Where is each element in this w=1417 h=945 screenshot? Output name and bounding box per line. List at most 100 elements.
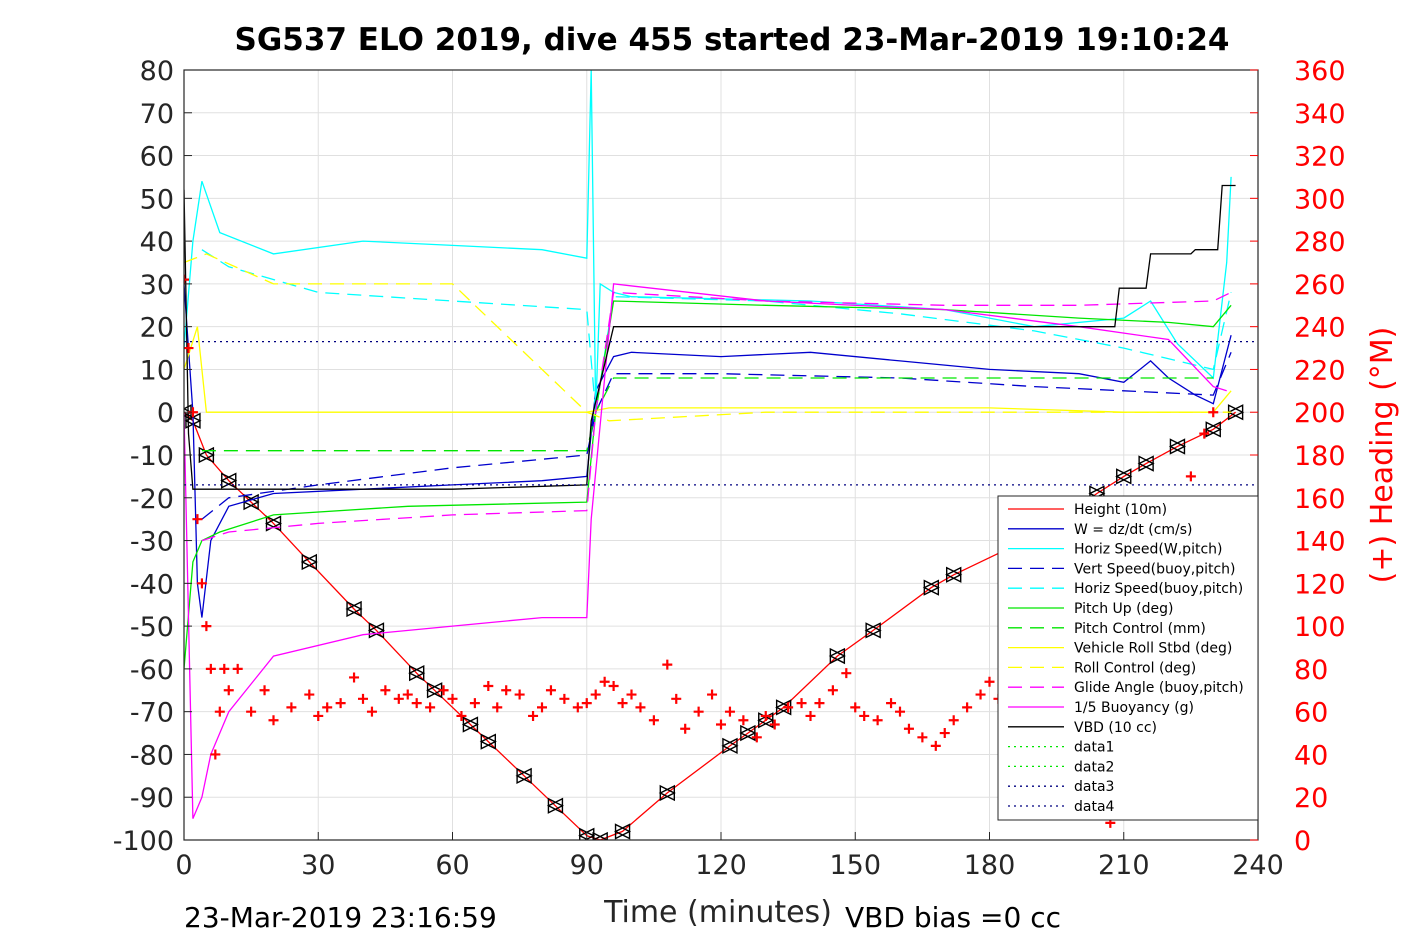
left-y-tick-label: 50 (140, 184, 174, 215)
heading-marker (210, 749, 221, 760)
heading-marker (246, 706, 257, 717)
left-y-tick-label: -100 (113, 826, 174, 857)
height-marker (864, 622, 882, 639)
right-y-tick-label: 200 (1294, 398, 1346, 429)
height-marker (721, 737, 739, 755)
right-y-tick-label: 140 (1294, 527, 1346, 558)
left-y-tick-label: -90 (130, 783, 174, 814)
left-y-tick-label: -30 (130, 527, 174, 558)
left-y-tick-label: 40 (140, 227, 174, 258)
heading-marker (769, 719, 780, 730)
heading-marker (456, 710, 467, 721)
left-y-tick-label: 70 (140, 99, 174, 130)
heading-marker (501, 685, 512, 696)
legend-label: data2 (1074, 759, 1114, 775)
heading-marker (447, 693, 458, 704)
x-tick-label: 120 (695, 850, 747, 881)
heading-marker (469, 698, 480, 709)
right-y-tick-label: 360 (1294, 56, 1346, 87)
heading-marker (948, 715, 959, 726)
height-marker (922, 579, 940, 596)
heading-marker (599, 676, 610, 687)
legend-label: Roll Control (deg) (1074, 660, 1196, 676)
heading-marker (724, 706, 735, 717)
legend-label: data1 (1074, 740, 1114, 756)
heading-marker (796, 698, 807, 709)
height-marker (739, 724, 757, 742)
chart-title: SG537 ELO 2019, dive 455 started 23-Mar-… (235, 22, 1230, 58)
left-y-tick-label: -70 (130, 698, 174, 729)
heading-marker (232, 663, 243, 674)
heading-marker (483, 681, 494, 691)
series-line-roll-control-deg (184, 253, 1232, 422)
height-marker (1137, 455, 1155, 472)
legend: Height (10m) W = dz/dt (cm/s) Horiz Speed(… (997, 495, 1259, 821)
series-line-vehicle-roll-stbd-deg (184, 326, 1232, 413)
heading-marker (872, 715, 883, 726)
right-y-tick-label: 280 (1294, 227, 1346, 258)
heading-marker (205, 663, 216, 674)
right-y-tick-label: 0 (1294, 826, 1311, 857)
heading-marker (716, 719, 726, 730)
x-tick-label: 180 (964, 850, 1016, 881)
heading-marker (895, 706, 905, 717)
left-y-tick-label: -60 (130, 655, 174, 686)
heading-marker (304, 689, 315, 700)
heading-marker (313, 710, 324, 721)
heading-marker (984, 676, 995, 687)
heading-marker (917, 732, 928, 743)
heading-marker (358, 693, 368, 704)
series-line-1-5-buoyancy-g (184, 283, 1227, 819)
heading-marker (707, 689, 718, 700)
heading-marker (1185, 471, 1196, 482)
heading-marker (671, 693, 682, 704)
heading-marker (662, 659, 673, 670)
heading-marker (903, 723, 914, 734)
right-y-tick-label: 80 (1294, 655, 1328, 686)
x-axis-label: Time (minutes) (603, 895, 832, 930)
legend-label: Pitch Control (mm) (1074, 621, 1206, 637)
heading-marker (322, 702, 333, 713)
legend-label: VBD (10 cc) (1074, 720, 1157, 736)
height-marker (264, 515, 283, 532)
heading-marker (962, 702, 973, 713)
left-y-tick-label: 80 (140, 56, 174, 87)
x-tick-label: 30 (301, 850, 335, 881)
left-y-tick-label: -40 (130, 569, 174, 600)
x-tick-label: 90 (570, 850, 604, 881)
heading-marker (841, 668, 852, 679)
height-marker (300, 553, 318, 571)
height-marker (1168, 438, 1187, 455)
heading-marker (425, 702, 436, 713)
left-y-axis: 80 70 60 50 40 30 20 10 0 -10 -20 -30 -40 -50 -60 -70 -8… (113, 56, 192, 857)
right-y-tick-label: 220 (1294, 355, 1346, 386)
heading-marker (219, 663, 230, 674)
heading-marker (930, 740, 941, 751)
height-marker (613, 823, 632, 840)
left-y-tick-label: 20 (140, 313, 174, 344)
heading-marker (608, 681, 619, 691)
height-marker (591, 831, 609, 840)
series-line-horiz-speed-w-pitch (184, 70, 1232, 413)
height-marker (220, 472, 238, 489)
heading-marker (939, 728, 950, 739)
heading-marker (514, 689, 525, 700)
heading-marker (850, 702, 861, 713)
legend-box (997, 495, 1259, 821)
heading-marker (214, 706, 225, 717)
heading-marker (814, 698, 825, 709)
height-marker (1115, 468, 1133, 485)
heading-marker (349, 672, 360, 683)
heading-marker (286, 702, 297, 713)
right-y-tick-label: 300 (1294, 184, 1346, 215)
legend-label: Vehicle Roll Stbd (deg) (1074, 641, 1232, 657)
heading-marker (393, 693, 404, 704)
left-y-tick-label: 60 (140, 142, 174, 173)
right-y-tick-label: 60 (1294, 698, 1328, 729)
height-marker (945, 566, 963, 583)
heading-marker (805, 710, 816, 721)
x-tick-label: 60 (435, 850, 469, 881)
left-y-tick-label: 10 (140, 355, 174, 386)
heading-marker (1199, 428, 1210, 439)
right-y-tick-label: 40 (1294, 740, 1328, 771)
